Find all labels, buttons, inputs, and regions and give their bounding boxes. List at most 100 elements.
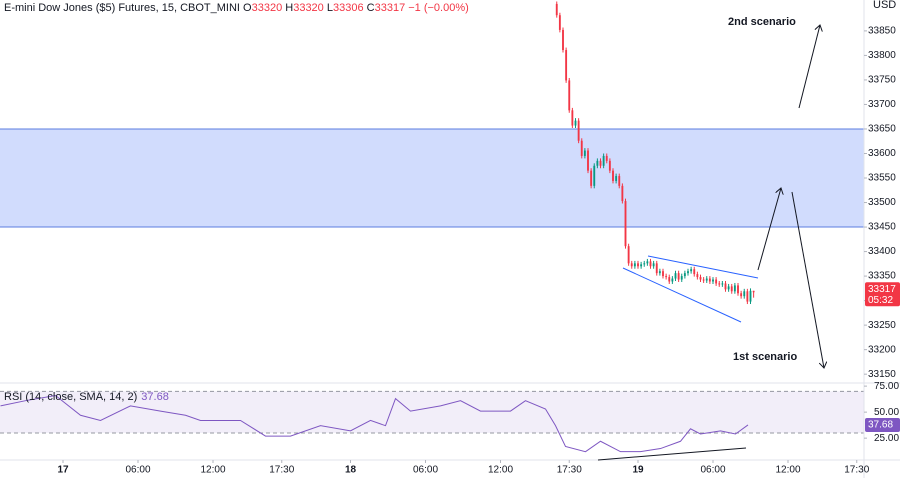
zone (0, 128, 864, 228)
candle-body (558, 15, 561, 30)
candle-body (690, 269, 693, 272)
ohlc-value: 33320 (293, 2, 324, 14)
rsi-title: RSI (14, close, SMA, 14, 2) (4, 391, 137, 403)
rsi-value: 37.68 (141, 391, 169, 403)
candle-body (571, 110, 574, 126)
candle-body (602, 155, 605, 166)
wedge-lower-line (622, 267, 742, 323)
arrow-down (791, 191, 824, 368)
candle-body (702, 279, 705, 281)
candle-body (612, 170, 614, 181)
candle-body (608, 160, 611, 171)
candle-body (562, 29, 564, 51)
x-tick-label: 06:00 (125, 465, 150, 476)
candle-body (727, 286, 730, 290)
x-tick-label: 18 (345, 465, 357, 476)
candle-body (699, 277, 702, 280)
candle-body (746, 291, 749, 302)
candle-body (665, 276, 668, 278)
annotation: 1st scenario (733, 351, 797, 363)
candle-body (587, 150, 589, 171)
candle-body (693, 269, 696, 275)
y-tick-label: 33150 (868, 369, 896, 380)
candle-body (696, 274, 699, 278)
candle-body (568, 80, 571, 111)
candle-body (730, 286, 733, 292)
candle-body (574, 120, 577, 126)
ohlc-value: 33317 (375, 2, 406, 14)
candle-body (740, 293, 743, 297)
candle-body (627, 246, 630, 264)
x-tick-label: 17 (57, 465, 69, 476)
candle-body (752, 290, 755, 293)
candle-body (715, 279, 718, 284)
candle-body (749, 290, 752, 302)
rsi-tag (865, 417, 900, 432)
x-tick-label: 19 (632, 465, 644, 476)
candle-body (618, 176, 621, 186)
price-tag-value: 33317 (868, 284, 896, 295)
y-tick-label: 33800 (868, 50, 896, 61)
candle-body (674, 273, 677, 279)
arrow-up-2 (798, 25, 820, 109)
candle-body (615, 176, 618, 181)
candle-body (721, 283, 724, 285)
candle-body (718, 283, 721, 285)
candle-body (640, 264, 643, 267)
candle-body (633, 263, 636, 267)
y-tick-label: 33700 (868, 99, 896, 110)
candle-body (680, 276, 683, 280)
candle-body (662, 271, 664, 277)
candle-body (630, 263, 633, 267)
y-tick-label: 33850 (868, 26, 896, 37)
y-tick-label: 33650 (868, 124, 896, 135)
candle-body (583, 150, 586, 156)
candle-body (577, 120, 580, 141)
candle-body (733, 285, 736, 292)
candle-body (705, 278, 708, 281)
x-tick-label: 12:00 (488, 465, 513, 476)
price-tag (865, 282, 900, 307)
candle-body (683, 273, 686, 277)
candle-body (737, 285, 739, 294)
x-tick-label: 06:00 (413, 465, 438, 476)
currency: USD (873, 0, 896, 11)
ohlc-value: 33306 (333, 2, 364, 14)
candle-body (724, 283, 727, 290)
candle-body (596, 160, 599, 166)
candle-body (593, 165, 596, 186)
rsi-divergence-line (597, 447, 747, 461)
candle-body (590, 170, 593, 186)
rsi-legend: RSI (14, close, SMA, 14, 2) 37.68 (4, 391, 169, 403)
rsi-tag-value: 37.68 (868, 420, 893, 431)
candle-body (677, 273, 680, 280)
arrow-up (757, 188, 781, 271)
candle-body (687, 271, 689, 274)
candle-body (655, 263, 658, 274)
rsi-band (0, 391, 864, 433)
candle-body (671, 278, 674, 282)
rsi-line (0, 394, 749, 453)
x-tick-label: 17:30 (269, 465, 294, 476)
candle-body (580, 140, 583, 156)
ohlc-value: 33320 (252, 2, 283, 14)
y-tick-label: 33200 (868, 344, 896, 355)
candle-body (652, 263, 655, 267)
candle-body (621, 185, 624, 202)
wedge-upper-line (647, 255, 759, 279)
y-tick-label: 33500 (868, 197, 896, 208)
x-tick-label: 17:30 (844, 465, 869, 476)
symbol-title: E-mini Dow Jones ($5) Futures, 15, CBOT_… (4, 2, 240, 14)
x-tick-label: 12:00 (775, 465, 800, 476)
price-tag-countdown: 05:32 (868, 295, 893, 306)
candle-body (658, 271, 661, 274)
candle-body (649, 261, 652, 267)
candle-body (643, 263, 646, 265)
candle-body (599, 160, 602, 166)
candle-body (555, 3, 558, 16)
candle-body (646, 261, 649, 264)
y-tick-label: 50.00 (874, 407, 899, 418)
y-tick-label: 33750 (868, 75, 896, 86)
ohlc-label: O (243, 2, 252, 14)
